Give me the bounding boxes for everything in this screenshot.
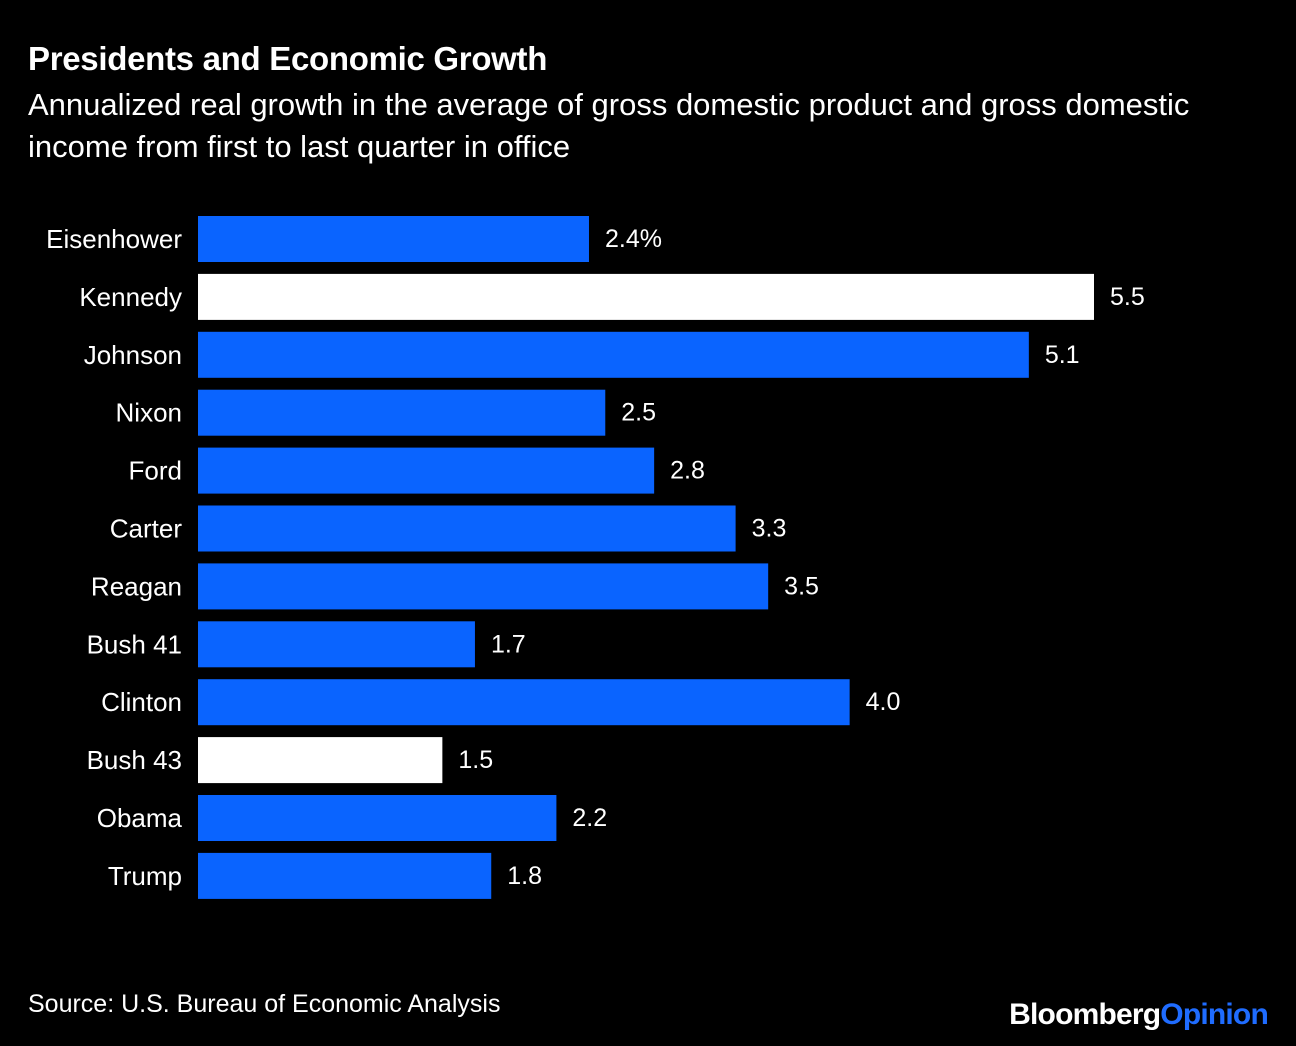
value-label-bush-43: 1.5 (458, 746, 493, 774)
value-label-johnson: 5.1 (1045, 341, 1080, 369)
bar-johnson (198, 331, 1029, 378)
category-label-kennedy: Kennedy (79, 282, 182, 312)
category-label-ford: Ford (129, 456, 182, 486)
category-label-obama: Obama (97, 803, 183, 833)
value-label-clinton: 4.0 (866, 688, 901, 716)
bar-ford (198, 447, 655, 494)
category-label-eisenhower: Eisenhower (46, 224, 182, 254)
category-label-johnson: Johnson (84, 340, 182, 370)
bar-eisenhower (198, 216, 589, 262)
category-label-bush-41: Bush 41 (87, 629, 182, 659)
bar-reagan (198, 563, 769, 610)
category-label-reagan: Reagan (91, 571, 182, 601)
brand-part-bloomberg: Bloomberg (1009, 998, 1161, 1031)
value-label-eisenhower: 2.4% (605, 225, 662, 253)
brand-logo: BloombergOpinion (1009, 998, 1269, 1032)
value-label-carter: 3.3 (752, 515, 787, 543)
category-label-bush-43: Bush 43 (87, 745, 182, 775)
brand-part-opinion: Opinion (1160, 998, 1269, 1031)
value-label-obama: 2.2 (572, 804, 607, 832)
value-label-bush-41: 1.7 (491, 630, 526, 658)
value-label-kennedy: 5.5 (1110, 283, 1145, 311)
bar-nixon (198, 389, 606, 436)
bar-carter (198, 505, 736, 552)
bar-clinton (198, 679, 850, 726)
chart-subtitle: Annualized real growth in the average of… (28, 87, 1190, 164)
bar-bush-41 (198, 621, 475, 668)
bar-trump (198, 852, 492, 899)
value-label-trump: 1.8 (507, 862, 542, 890)
chart-title: Presidents and Economic Growth (28, 40, 548, 77)
bar-kennedy (198, 273, 1094, 320)
bar-obama (198, 795, 557, 841)
value-label-reagan: 3.5 (784, 572, 819, 600)
category-label-clinton: Clinton (101, 687, 182, 717)
category-label-carter: Carter (110, 514, 183, 544)
category-label-trump: Trump (108, 861, 182, 891)
value-label-ford: 2.8 (670, 457, 705, 485)
category-label-nixon: Nixon (116, 398, 182, 428)
value-label-nixon: 2.5 (621, 399, 656, 427)
source-note: Source: U.S. Bureau of Economic Analysis (28, 990, 501, 1018)
bar-bush-43 (198, 737, 443, 784)
